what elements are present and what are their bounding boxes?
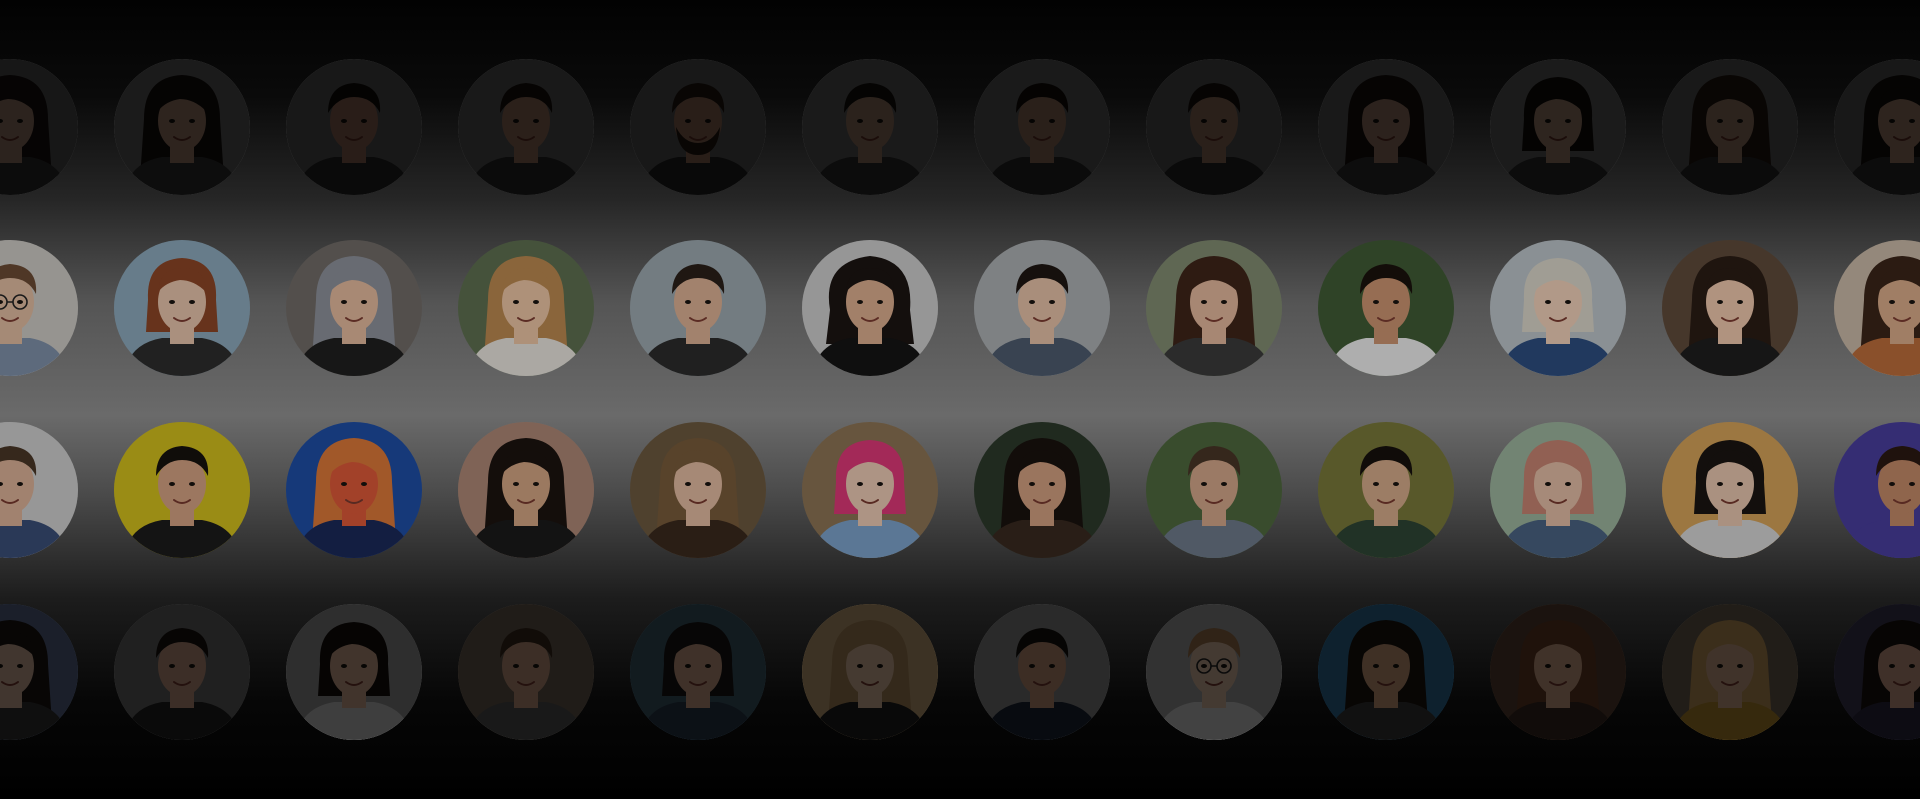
avatar-photo xyxy=(1490,240,1626,376)
avatar-row-4 xyxy=(0,604,1920,740)
avatar-photo xyxy=(1834,604,1920,740)
avatar-photo xyxy=(1662,240,1798,376)
avatar-photo xyxy=(630,422,766,558)
avatar-row-2 xyxy=(0,240,1920,376)
avatar-photo xyxy=(458,240,594,376)
avatar-row-3 xyxy=(0,422,1920,558)
avatar-photo xyxy=(802,604,938,740)
avatar-photo xyxy=(1146,604,1282,740)
avatar-photo xyxy=(286,59,422,195)
avatar-photo xyxy=(1146,422,1282,558)
avatar-photo xyxy=(1146,240,1282,376)
avatar-photo xyxy=(1662,59,1798,195)
avatar-photo xyxy=(974,240,1110,376)
avatar-photo xyxy=(974,422,1110,558)
avatar-photo xyxy=(630,604,766,740)
avatar-photo xyxy=(1834,59,1920,195)
avatar-photo xyxy=(802,59,938,195)
avatar-photo xyxy=(0,422,78,558)
avatar-photo xyxy=(114,604,250,740)
avatar-photo xyxy=(114,240,250,376)
avatar-photo xyxy=(286,422,422,558)
avatar-photo xyxy=(0,604,78,740)
avatar-photo xyxy=(1318,59,1454,195)
avatar-photo xyxy=(1662,604,1798,740)
avatar-photo xyxy=(458,422,594,558)
avatar-photo xyxy=(974,59,1110,195)
avatar-photo xyxy=(630,240,766,376)
avatar-photo xyxy=(1318,240,1454,376)
avatar-photo xyxy=(802,240,938,376)
avatar-photo xyxy=(1318,422,1454,558)
avatar-photo xyxy=(286,240,422,376)
avatar-photo xyxy=(1318,604,1454,740)
avatar-row-1 xyxy=(0,59,1920,195)
avatar-photo xyxy=(286,604,422,740)
avatar-photo xyxy=(1490,59,1626,195)
avatar-photo xyxy=(974,604,1110,740)
avatar-photo xyxy=(114,59,250,195)
avatar-photo xyxy=(458,59,594,195)
avatar-photo xyxy=(1490,604,1626,740)
avatar-photo xyxy=(1490,422,1626,558)
avatar-photo xyxy=(0,59,78,195)
avatar-photo xyxy=(458,604,594,740)
avatar-photo xyxy=(1834,422,1920,558)
avatar-photo xyxy=(1146,59,1282,195)
avatar-photo xyxy=(0,240,78,376)
avatar-photo xyxy=(802,422,938,558)
avatar-photo xyxy=(1662,422,1798,558)
avatar-photo xyxy=(1834,240,1920,376)
avatar-photo xyxy=(114,422,250,558)
avatar-photo xyxy=(630,59,766,195)
